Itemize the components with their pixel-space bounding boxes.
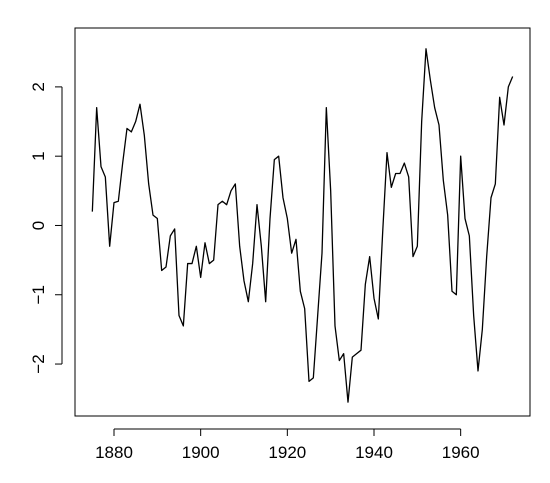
x-tick-label: 1920 [268, 443, 306, 462]
y-tick-label: 0 [29, 221, 48, 230]
series-line [91, 48, 514, 403]
y-tick-label: 1 [29, 151, 48, 160]
x-tick-label: 1960 [442, 443, 480, 462]
y-tick-label: −1 [29, 285, 48, 304]
y-tick-label: 2 [29, 82, 48, 91]
x-tick-label: 1940 [355, 443, 393, 462]
x-tick-label: 1900 [182, 443, 220, 462]
x-axis: 1880 1900 1920 1940 1960 [95, 428, 480, 462]
x-tick-label: 1880 [95, 443, 133, 462]
y-axis: −2 −1 0 1 2 [29, 82, 63, 374]
y-tick-label: −2 [29, 354, 48, 373]
plot-frame [74, 27, 531, 417]
